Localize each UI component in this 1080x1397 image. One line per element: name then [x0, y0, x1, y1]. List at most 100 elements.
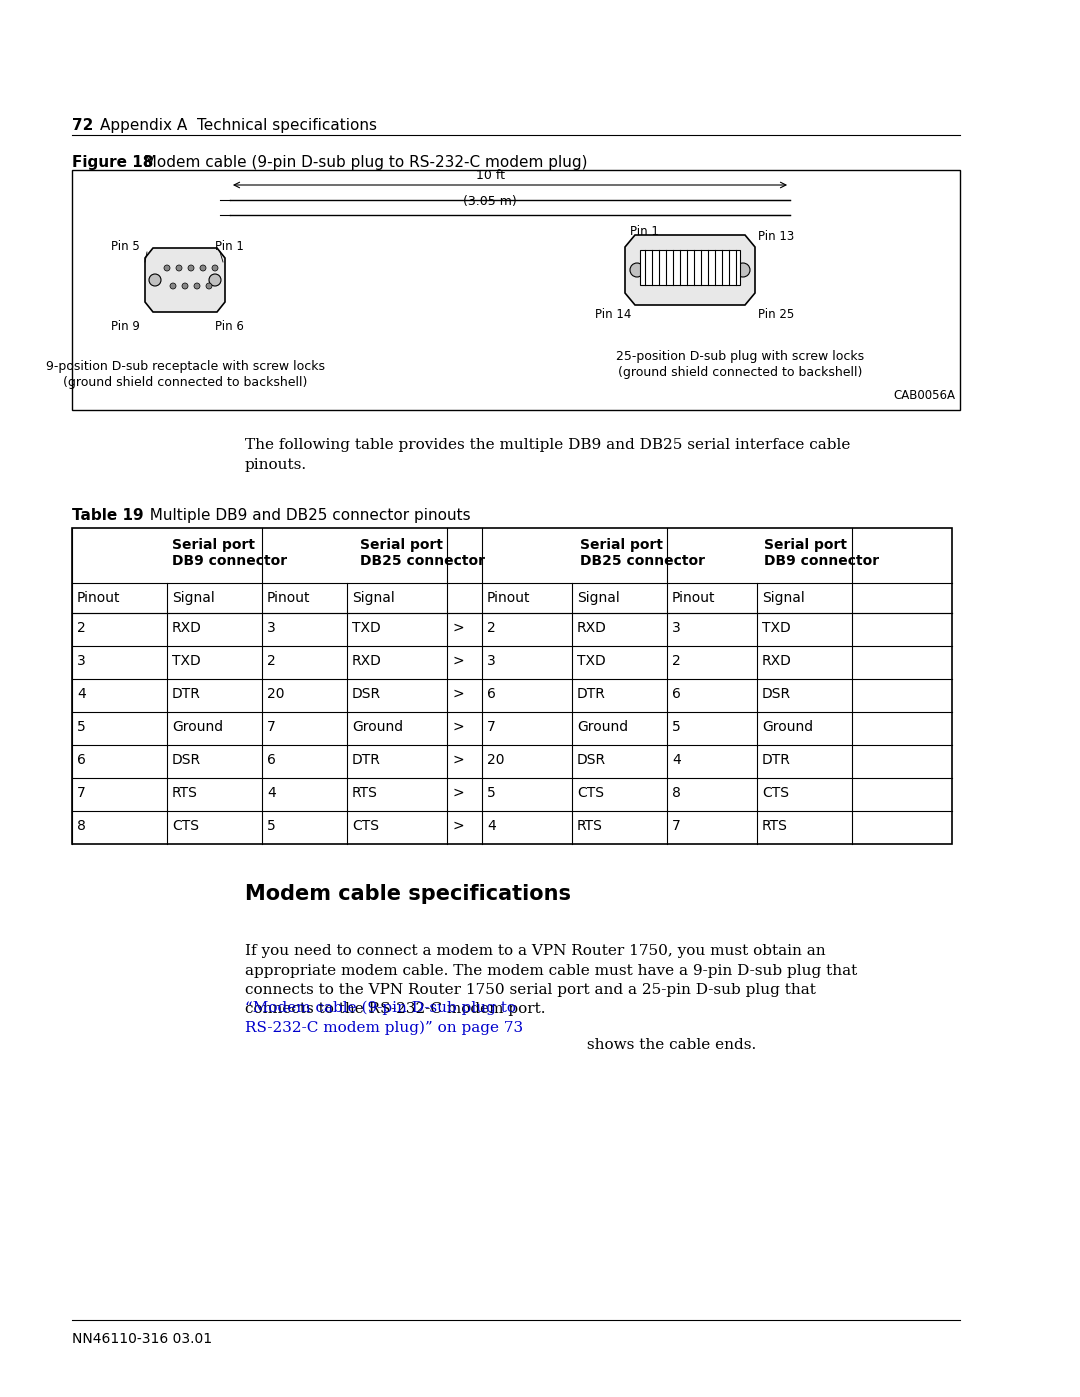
Text: Modem cable specifications: Modem cable specifications [245, 884, 571, 904]
Text: (3.05 m): (3.05 m) [463, 196, 517, 208]
Text: 6: 6 [267, 753, 275, 767]
Circle shape [194, 284, 200, 289]
Text: Figure 18: Figure 18 [72, 155, 153, 170]
Text: 7: 7 [267, 719, 275, 733]
Text: 7: 7 [672, 819, 680, 833]
Text: Appendix A  Technical specifications: Appendix A Technical specifications [100, 117, 377, 133]
Text: DB9 connector: DB9 connector [172, 555, 287, 569]
Text: 5: 5 [267, 819, 275, 833]
Text: Modem cable (9-pin D-sub plug to RS-232-C modem plug): Modem cable (9-pin D-sub plug to RS-232-… [134, 155, 588, 170]
Text: Ground: Ground [762, 719, 813, 733]
Text: “Modem cable (9-pin D-sub plug to
RS-232-C modem plug)” on page 73: “Modem cable (9-pin D-sub plug to RS-232… [245, 1002, 523, 1035]
Text: Signal: Signal [172, 591, 215, 605]
Text: Multiple DB9 and DB25 connector pinouts: Multiple DB9 and DB25 connector pinouts [140, 509, 471, 522]
Text: >: > [453, 654, 463, 668]
Text: 8: 8 [77, 819, 86, 833]
Circle shape [630, 263, 644, 277]
Text: 7: 7 [487, 719, 496, 733]
Text: Ground: Ground [352, 719, 403, 733]
Circle shape [212, 265, 218, 271]
Bar [72, 170, 960, 409]
Text: Pinout: Pinout [267, 591, 311, 605]
Text: Ground: Ground [172, 719, 224, 733]
Text: TXD: TXD [172, 654, 201, 668]
Text: Signal: Signal [352, 591, 395, 605]
Text: Pinout: Pinout [77, 591, 121, 605]
Polygon shape [145, 249, 225, 312]
Circle shape [188, 265, 194, 271]
Text: DSR: DSR [172, 753, 201, 767]
Text: 6: 6 [77, 753, 86, 767]
Text: TXD: TXD [352, 622, 381, 636]
Text: 25-position D-sub plug with screw locks: 25-position D-sub plug with screw locks [616, 351, 864, 363]
Text: Pin 25: Pin 25 [758, 307, 794, 321]
Circle shape [200, 265, 206, 271]
Text: RTS: RTS [577, 819, 603, 833]
Text: Pinout: Pinout [672, 591, 715, 605]
Text: Serial port: Serial port [172, 538, 255, 552]
Text: (ground shield connected to backshell): (ground shield connected to backshell) [63, 376, 307, 388]
Text: RTS: RTS [352, 787, 378, 800]
Text: 20: 20 [267, 687, 284, 701]
Text: 20: 20 [487, 753, 504, 767]
Text: CTS: CTS [762, 787, 789, 800]
Text: CTS: CTS [577, 787, 604, 800]
Circle shape [206, 284, 212, 289]
Text: 3: 3 [77, 654, 85, 668]
Text: CAB0056A: CAB0056A [893, 388, 955, 402]
Text: 3: 3 [267, 622, 275, 636]
Text: >: > [453, 787, 463, 800]
Text: Serial port: Serial port [580, 538, 662, 552]
Text: CTS: CTS [172, 819, 199, 833]
Text: Signal: Signal [577, 591, 620, 605]
Bar [72, 528, 951, 844]
Text: CTS: CTS [352, 819, 379, 833]
Circle shape [210, 274, 221, 286]
Text: 6: 6 [487, 687, 496, 701]
Text: Pinout: Pinout [487, 591, 530, 605]
Text: Table 19: Table 19 [72, 509, 144, 522]
Circle shape [164, 265, 170, 271]
Text: 5: 5 [672, 719, 680, 733]
Text: 7: 7 [77, 787, 85, 800]
Text: DTR: DTR [352, 753, 381, 767]
Text: The following table provides the multiple DB9 and DB25 serial interface cable
pi: The following table provides the multipl… [245, 439, 850, 472]
Text: shows the cable ends.: shows the cable ends. [582, 1038, 756, 1052]
Text: If you need to connect a modem to a VPN Router 1750, you must obtain an
appropri: If you need to connect a modem to a VPN … [245, 944, 858, 1017]
Text: 5: 5 [77, 719, 85, 733]
Text: DSR: DSR [762, 687, 792, 701]
Text: 3: 3 [672, 622, 680, 636]
Polygon shape [625, 235, 755, 305]
Text: 72: 72 [72, 117, 93, 133]
Text: RTS: RTS [762, 819, 788, 833]
Text: 2: 2 [267, 654, 275, 668]
Text: DSR: DSR [577, 753, 606, 767]
Text: Signal: Signal [762, 591, 805, 605]
Text: DTR: DTR [762, 753, 791, 767]
Text: DTR: DTR [577, 687, 606, 701]
Text: Pin 9: Pin 9 [111, 320, 140, 332]
Text: 4: 4 [672, 753, 680, 767]
Text: 2: 2 [487, 622, 496, 636]
Circle shape [183, 284, 188, 289]
Circle shape [735, 263, 750, 277]
Circle shape [149, 274, 161, 286]
Text: 9-position D-sub receptacle with screw locks: 9-position D-sub receptacle with screw l… [45, 360, 324, 373]
Text: RXD: RXD [762, 654, 792, 668]
Text: TXD: TXD [762, 622, 791, 636]
Text: (ground shield connected to backshell): (ground shield connected to backshell) [618, 366, 862, 379]
Circle shape [170, 284, 176, 289]
Text: DB9 connector: DB9 connector [765, 555, 879, 569]
Bar [640, 250, 740, 285]
Text: >: > [453, 687, 463, 701]
Text: RTS: RTS [172, 787, 198, 800]
Text: TXD: TXD [577, 654, 606, 668]
Text: Pin 5: Pin 5 [111, 240, 140, 253]
Text: 8: 8 [672, 787, 680, 800]
Text: DB25 connector: DB25 connector [360, 555, 485, 569]
Text: 4: 4 [267, 787, 275, 800]
Text: DB25 connector: DB25 connector [580, 555, 704, 569]
Text: 2: 2 [672, 654, 680, 668]
Text: 6: 6 [672, 687, 680, 701]
Text: 2: 2 [77, 622, 85, 636]
